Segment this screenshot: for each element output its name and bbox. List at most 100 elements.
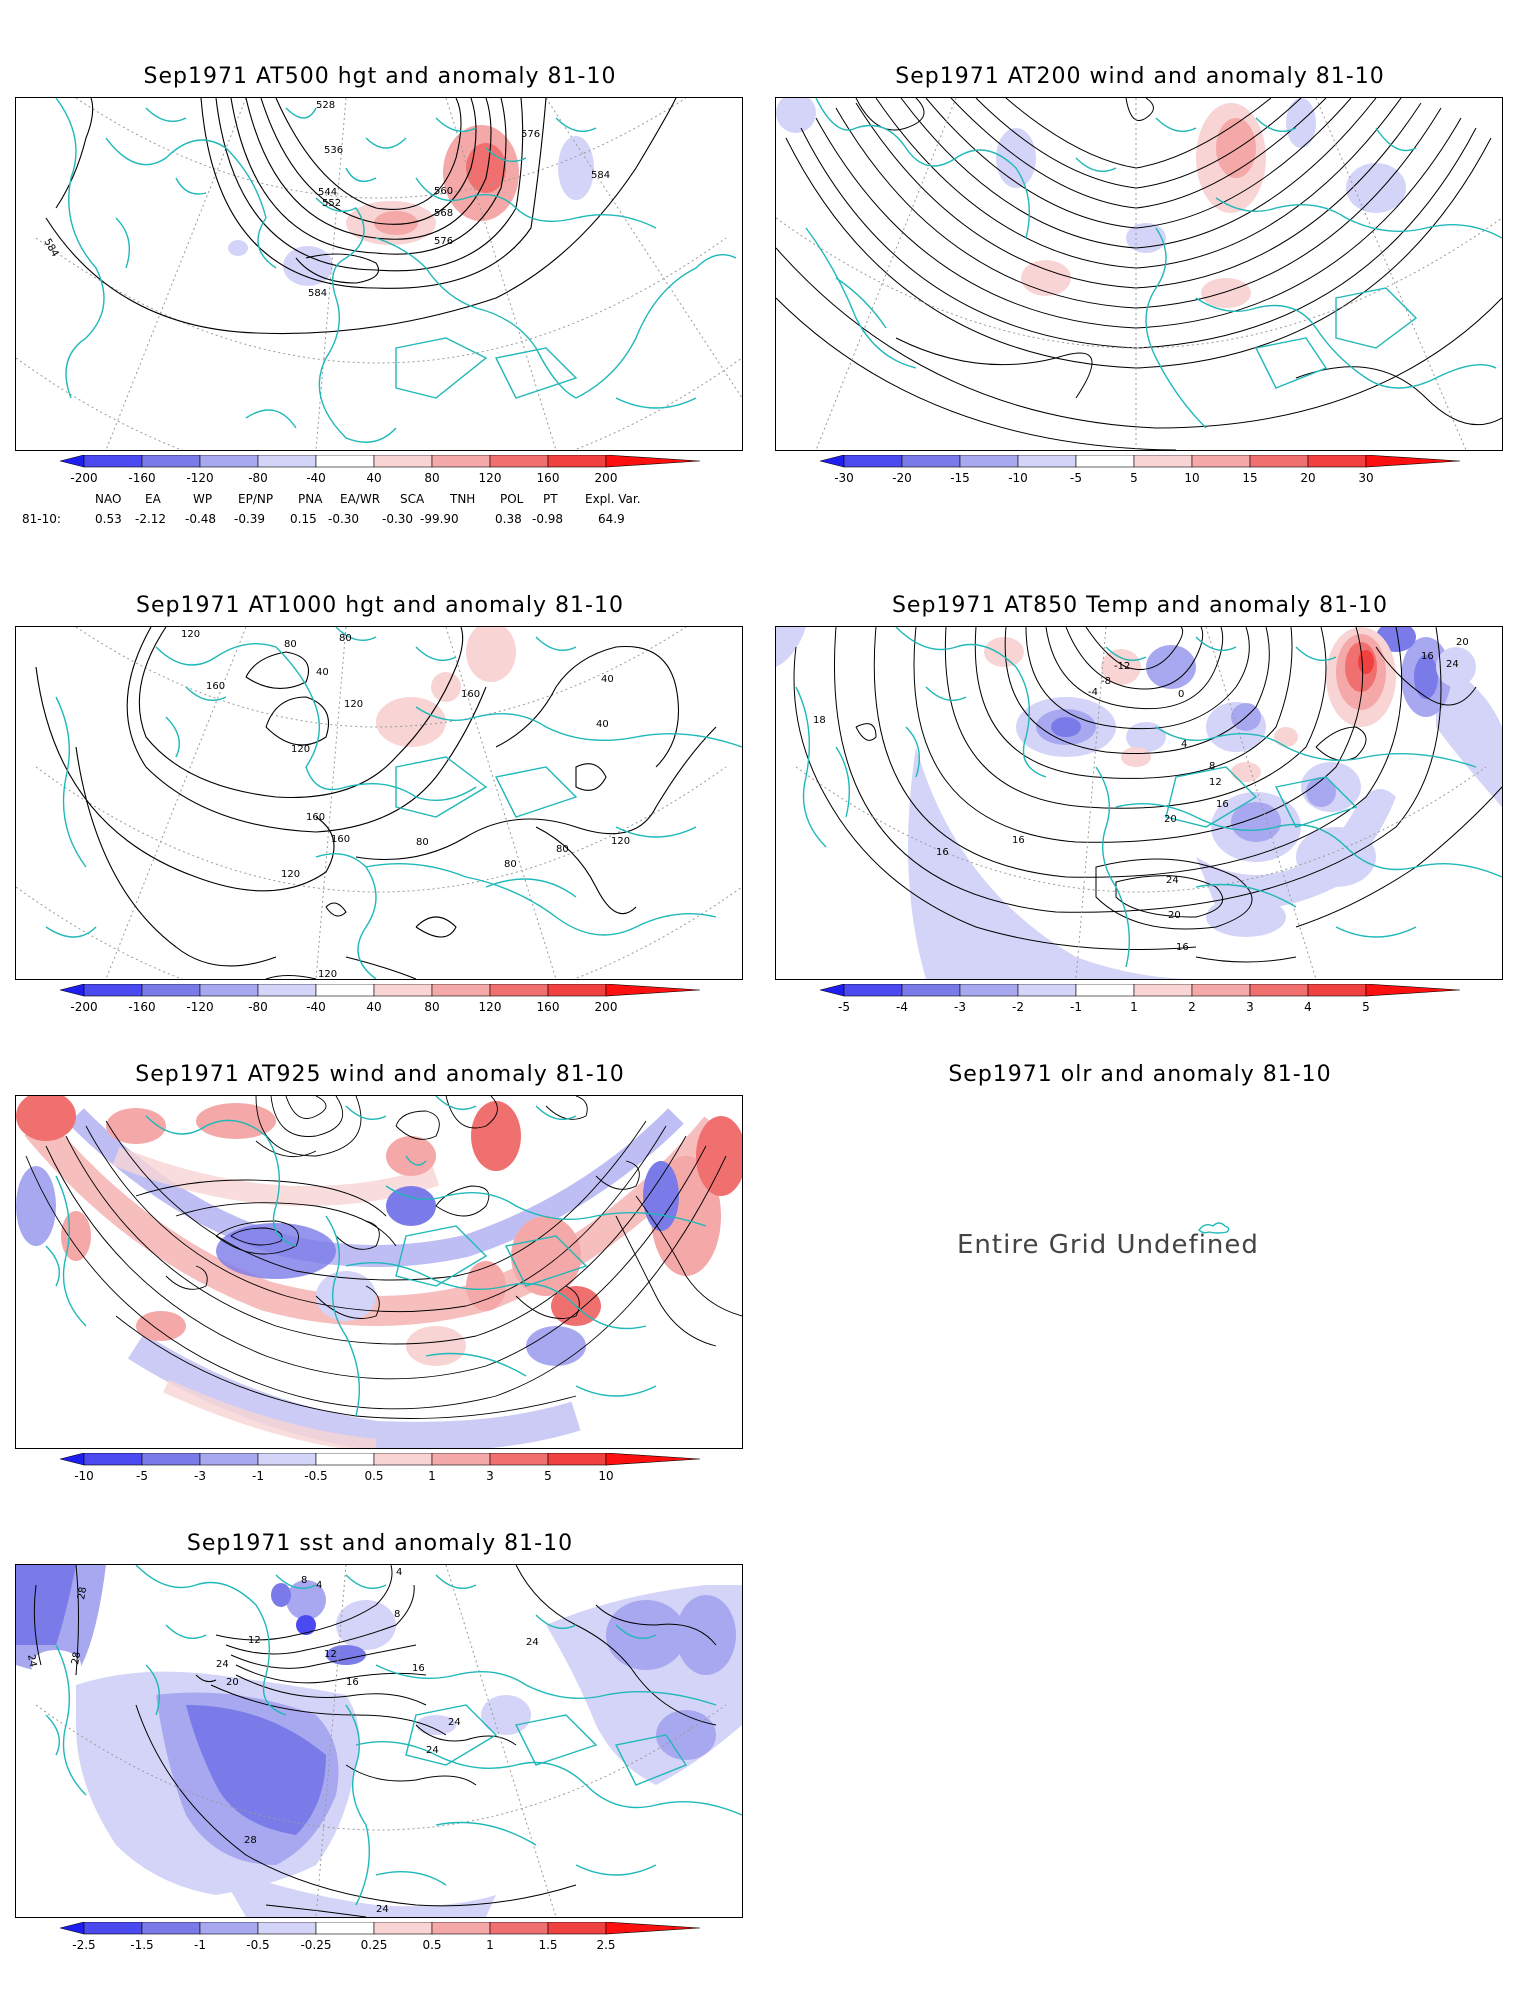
colorbar-tick: -200: [70, 471, 97, 485]
tele-header: EP/NP: [238, 492, 274, 506]
colorbar-tick: 200: [595, 471, 618, 485]
colorbar-ticks: -30 -20 -15 -10 -5 5 10 15 20 30: [834, 471, 1373, 485]
anomaly-shading: [776, 98, 1406, 308]
colorbar-tick: -160: [128, 1000, 155, 1014]
contour-label: 12: [324, 1649, 337, 1660]
contour-label: 528: [316, 100, 335, 111]
contour-label: 568: [434, 208, 453, 219]
contour-label: 16: [412, 1663, 425, 1674]
contour-label: 16: [346, 1677, 359, 1688]
contour-label: 24: [216, 1659, 229, 1670]
tele-value: 64.9: [598, 512, 625, 526]
map-at200: [776, 98, 1502, 450]
colorbar-tick: 10: [1184, 471, 1199, 485]
tele-value: 0.15: [290, 512, 317, 526]
contour-labels: 120 80 80 40 160 120 120 160 40 40 160 1…: [181, 629, 630, 979]
contour-label: 80: [416, 837, 429, 848]
colorbar-tick: -0.5: [246, 1938, 269, 1952]
contour-label: 160: [461, 689, 480, 700]
colorbar-tick: -80: [248, 1000, 268, 1014]
contour-label: 120: [611, 836, 630, 847]
colorbar-tick: 10: [598, 1469, 613, 1483]
contour-label: 28: [76, 1586, 89, 1600]
colorbar-tick: -120: [186, 471, 213, 485]
colorbar-at925: -10 -5 -3 -1 -0.5 0.5 1 3 5 10: [60, 1453, 700, 1497]
colorbar-tick: 4: [1304, 1000, 1312, 1014]
contour-label: 536: [324, 145, 343, 156]
colorbar-tick: 2: [1188, 1000, 1196, 1014]
contour-label: 80: [556, 844, 569, 855]
contour-label: 16: [1012, 835, 1025, 846]
teleconnection-table: NAO EA WP EP/NP PNA EA/WR SCA TNH POL PT…: [0, 490, 760, 530]
colorbar-tick: -160: [128, 471, 155, 485]
contour-label: 24: [1446, 659, 1459, 670]
contour-labels: -12 -8 -4 0 4 8 12 16 20 24 24 20 16 16 …: [813, 637, 1469, 953]
tele-header: SCA: [400, 492, 425, 506]
temperature-contours: [793, 627, 1502, 963]
tele-value: -0.30: [382, 512, 414, 526]
colorbar-swatches: [60, 984, 700, 997]
contour-label: 160: [206, 681, 225, 692]
colorbar-tick: -3: [954, 1000, 966, 1014]
contour-label: 28: [70, 1651, 83, 1665]
colorbar-tick: 80: [424, 471, 439, 485]
tele-value: -0.98: [532, 512, 564, 526]
colorbar-tick: 3: [1246, 1000, 1254, 1014]
colorbar-tick: 0.25: [361, 1938, 388, 1952]
anomaly-shading: [376, 627, 516, 747]
colorbar-tick: 40: [366, 1000, 381, 1014]
tele-value: 0.38: [495, 512, 522, 526]
contour-label: 16: [1176, 942, 1189, 953]
map-panel-at200: [775, 97, 1503, 451]
contour-label: 80: [339, 633, 352, 644]
colorbar-tick: -0.25: [300, 1938, 331, 1952]
colorbar-tick: -2.5: [72, 1938, 95, 1952]
map-panel-at500: 528 536 544 552 560 568 576 576 584 584 …: [15, 97, 743, 451]
anomaly-shading: [16, 1096, 742, 1448]
colorbar-ticks: -200 -160 -120 -80 -40 40 80 120 160 200: [70, 471, 617, 485]
sst-contours: [33, 1565, 717, 1917]
panel-title: Sep1971 AT850 Temp and anomaly 81-10: [891, 593, 1389, 618]
coastlines: [45, 1565, 742, 1906]
contour-label: 120: [281, 869, 300, 880]
colorbar-tick: -80: [248, 471, 268, 485]
colorbar-tick: 1: [486, 1938, 494, 1952]
map-panel-at850: -12 -8 -4 0 4 8 12 16 20 24 24 20 16 16 …: [775, 626, 1503, 980]
panel-title: Sep1971 AT1000 hgt and anomaly 81-10: [136, 593, 624, 618]
colorbar-at500: -200 -160 -120 -80 -40 40 80 120 160 200: [60, 455, 700, 499]
colorbar-tick: 0.5: [422, 1938, 441, 1952]
colorbar-tick: 2.5: [596, 1938, 615, 1952]
contour-label: 8: [301, 1575, 307, 1586]
lat-lon-grid: [795, 627, 1487, 979]
colorbar-tick: 40: [366, 471, 381, 485]
colorbar-ticks: -2.5 -1.5 -1 -0.5 -0.25 0.25 0.5 1 1.5 2…: [72, 1938, 615, 1952]
contour-label: 24: [25, 1654, 38, 1668]
colorbar-tick: 30: [1358, 471, 1373, 485]
colorbar-tick: -10: [1008, 471, 1028, 485]
height-contours: [35, 627, 717, 979]
map-at500: 528 536 544 552 560 568 576 576 584 584 …: [16, 98, 742, 450]
contour-label: 40: [596, 719, 609, 730]
colorbar-tick: -1: [194, 1938, 206, 1952]
anomaly-shading: [228, 125, 594, 286]
map-panel-at925: [15, 1095, 743, 1449]
contour-label: 120: [181, 629, 200, 640]
map-at850: -12 -8 -4 0 4 8 12 16 20 24 24 20 16 16 …: [776, 627, 1502, 979]
contour-label: 544: [318, 187, 337, 198]
tele-value: -0.48: [185, 512, 217, 526]
contour-label: 16: [1216, 799, 1229, 810]
tele-header: TNH: [450, 492, 476, 506]
colorbar-tick: 15: [1242, 471, 1257, 485]
coastlines: [805, 98, 1502, 429]
colorbar-tick: -5: [136, 1469, 148, 1483]
tele-header: PT: [543, 492, 558, 506]
contour-label: 20: [1168, 910, 1181, 921]
contour-label: 20: [1164, 814, 1177, 825]
colorbar-at200: -30 -20 -15 -10 -5 5 10 15 20 30: [820, 455, 1460, 499]
panel-title: Sep1971 AT925 wind and anomaly 81-10: [135, 1062, 625, 1087]
panel-title: Sep1971 sst and anomaly 81-10: [186, 1531, 574, 1556]
colorbar-tick: -1: [252, 1469, 264, 1483]
contour-label: 24: [426, 1745, 439, 1756]
colorbar-tick: 1: [1130, 1000, 1138, 1014]
colorbar-tick: 200: [595, 1000, 618, 1014]
